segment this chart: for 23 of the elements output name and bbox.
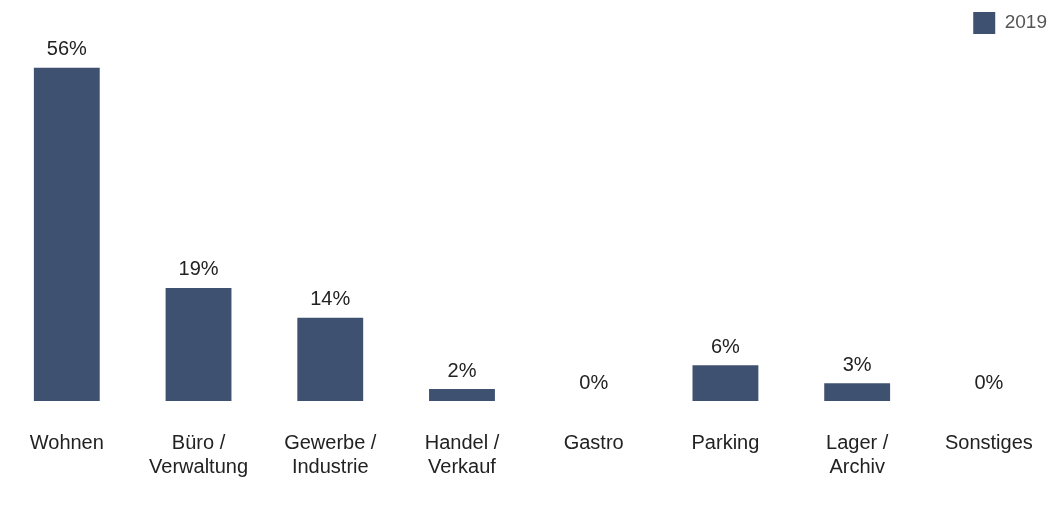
x-tick-label: Büro / Verwaltung (149, 430, 249, 477)
bar (297, 317, 364, 401)
x-tick-label: Sonstiges (944, 430, 1033, 453)
x-tick-label: Gewerbe / Industrie (284, 430, 377, 477)
bar (165, 287, 232, 401)
x-tick-label: Parking (691, 430, 760, 453)
data-label: 0% (579, 370, 609, 393)
x-tick-label: Handel / Verkauf (424, 430, 500, 477)
bar (429, 389, 495, 401)
data-label: 14% (310, 287, 351, 310)
data-label: 6% (710, 334, 741, 357)
legend-label: 2019 (1004, 11, 1048, 33)
bar (692, 365, 759, 401)
data-label: 0% (974, 370, 1004, 393)
x-tick-label: Lager / Archiv (826, 430, 889, 477)
x-tick-label: Wohnen (29, 430, 104, 453)
data-label: 3% (842, 352, 872, 375)
bar (33, 67, 100, 401)
data-label: 56% (46, 37, 88, 60)
data-label: 2% (447, 358, 477, 381)
bar (824, 383, 891, 401)
x-tick-label: Gastro (563, 430, 624, 453)
data-label: 19% (178, 257, 219, 280)
